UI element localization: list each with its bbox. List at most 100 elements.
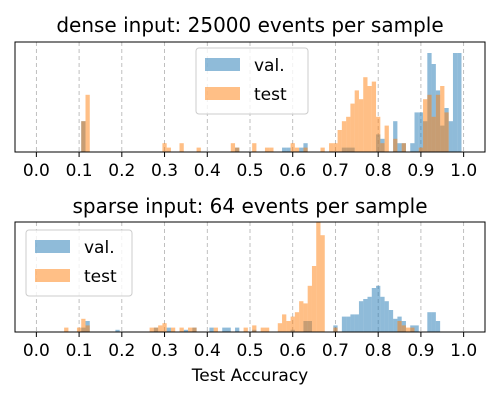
chart-title: sparse input: 64 events per sample: [72, 194, 427, 218]
histogram-bar: [384, 301, 389, 332]
histogram-bar: [81, 318, 86, 332]
histogram-bar: [410, 327, 415, 332]
histogram-bar: [393, 318, 398, 332]
histogram-bar: [358, 301, 364, 332]
histogram-bar: [158, 325, 163, 332]
histogram-bar: [252, 143, 257, 152]
x-tick-label: 0.5: [236, 341, 263, 361]
histogram-bar: [435, 321, 441, 332]
histogram-bar: [397, 143, 402, 152]
histogram-bar: [376, 285, 381, 332]
x-tick-label: 0.7: [322, 161, 349, 181]
histogram-bar: [303, 303, 308, 332]
histogram-bar: [243, 327, 248, 332]
histogram-bar: [350, 314, 355, 332]
histogram-bar: [431, 64, 436, 152]
histogram-bar: [329, 143, 334, 152]
legend: val. test: [25, 229, 133, 297]
histogram-bar: [376, 116, 381, 152]
histogram-bar: [367, 296, 372, 332]
histogram-bar: [393, 121, 398, 152]
histogram-bar: [294, 147, 300, 152]
histogram-bar: [414, 112, 419, 152]
histogram-bar: [393, 138, 398, 152]
legend-frame: [195, 47, 309, 115]
histogram-bar: [358, 99, 364, 152]
histogram-bar: [363, 299, 368, 332]
x-tick-label: 0.9: [407, 341, 434, 361]
series-val: [81, 285, 441, 332]
histogram-bar: [380, 296, 385, 332]
histogram-bar: [371, 81, 377, 152]
chart-panel-2: sparse input: 64 events per sample 0.0 0.1…: [14, 194, 486, 386]
histogram-bar: [179, 327, 184, 332]
histogram-bar: [226, 327, 231, 332]
histogram-bar: [354, 90, 359, 152]
x-tick-label: 0.6: [279, 161, 306, 181]
histogram-bar: [363, 77, 368, 152]
histogram-bar: [166, 147, 171, 152]
histogram-bar: [448, 121, 453, 152]
histogram-bar: [282, 147, 287, 152]
histogram-bar: [196, 147, 201, 152]
chart-title: dense input: 25000 events per sample: [56, 13, 443, 37]
legend-label: test: [84, 267, 117, 287]
histogram-bar: [286, 147, 291, 152]
histogram-bar: [431, 312, 436, 332]
histogram-bar: [452, 53, 458, 152]
histogram-bar: [235, 147, 240, 152]
legend-swatch: [205, 87, 240, 100]
histogram-bar: [81, 121, 86, 152]
x-tick-label: 0.0: [23, 161, 50, 181]
histogram-bar: [282, 314, 287, 332]
x-tick-label: 0.4: [194, 341, 221, 361]
histogram-bar: [333, 327, 338, 332]
histogram-bar: [440, 86, 445, 152]
histogram-bar: [337, 130, 342, 152]
histogram-bar: [192, 327, 197, 332]
histogram-bar: [350, 103, 355, 152]
histogram-bar: [85, 94, 90, 152]
histogram-bar: [235, 327, 240, 332]
legend-label: val.: [84, 238, 115, 258]
histogram-bar: [401, 143, 406, 152]
histogram-bar: [269, 147, 274, 152]
histogram-bar: [333, 143, 338, 152]
histogram-bar: [388, 310, 394, 332]
histogram-bar: [264, 147, 270, 152]
x-tick-label: 0.2: [108, 161, 135, 181]
legend-swatch: [35, 269, 70, 282]
histogram-bar: [380, 143, 385, 152]
histogram-bar: [213, 327, 218, 332]
x-tick-label: 0.7: [322, 341, 349, 361]
histogram-bar: [367, 86, 372, 152]
x-axis-label: Test Accuracy: [191, 366, 309, 386]
histogram-bar: [209, 327, 214, 332]
histogram-bar: [320, 235, 325, 332]
histogram-bar: [252, 325, 257, 332]
histogram-bar: [414, 325, 419, 332]
histogram-bar: [371, 288, 377, 332]
x-tick-label: 0.8: [365, 161, 392, 181]
histogram-bar: [397, 321, 402, 332]
histogram-bar: [162, 143, 167, 152]
histogram-bar: [341, 316, 347, 332]
histogram-bar: [166, 327, 171, 332]
histogram-bar: [418, 112, 424, 152]
x-tick-label: 1.0: [450, 161, 477, 181]
histogram-bar: [405, 327, 411, 332]
histogram-bar: [179, 143, 184, 152]
histogram-bar: [230, 143, 236, 152]
x-tick-label: 0.3: [151, 161, 178, 181]
histogram-bar: [431, 116, 436, 152]
histogram-bar: [286, 321, 291, 332]
legend-label: val.: [254, 56, 285, 76]
chart-panel-1: dense input: 25000 events per sample 0.0 0…: [14, 13, 486, 181]
histogram-bar: [354, 314, 359, 332]
histogram-bar: [277, 323, 283, 332]
histogram-bar: [162, 323, 167, 332]
x-tick-label: 0.6: [279, 341, 306, 361]
histogram-bar: [418, 147, 424, 152]
histogram-bar: [303, 147, 308, 152]
